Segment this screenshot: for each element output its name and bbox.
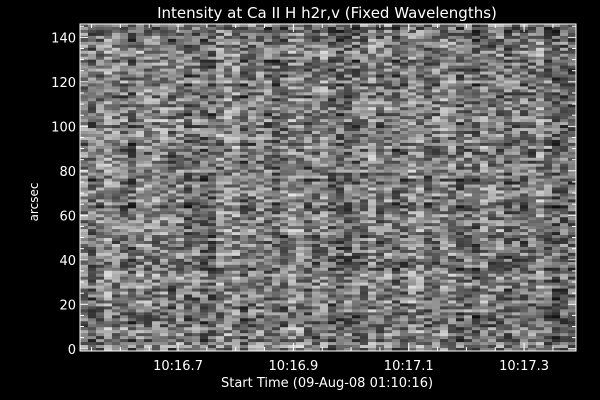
y-tick-label: 40	[59, 254, 76, 269]
chart-title: Intensity at Ca II H h2r,v (Fixed Wavele…	[157, 4, 497, 22]
y-tick-label: 100	[51, 120, 76, 135]
plot-frame	[79, 23, 577, 352]
y-axis-label: arcsec	[27, 183, 41, 222]
heatmap-image	[80, 24, 577, 352]
y-tick-label: 20	[59, 298, 76, 313]
y-tick-label: 60	[59, 209, 76, 224]
y-tick-label: 120	[51, 76, 76, 91]
y-tick-label: 140	[51, 31, 76, 46]
x-tick-label: 10:16.7	[153, 359, 203, 374]
y-axis: 0 20 40 60 80 100 120 140	[51, 25, 576, 358]
y-tick-label: 80	[59, 165, 76, 180]
y-tick-label: 0	[68, 343, 76, 358]
x-tick-label: 10:16.9	[268, 359, 318, 374]
x-axis: 10:16.7 10:16.9 10:17.1 10:17.3	[91, 24, 554, 374]
x-tick-label: 10:17.1	[384, 359, 434, 374]
x-axis-label: Start Time (09-Aug-08 01:10:16)	[221, 376, 433, 391]
x-tick-label: 10:17.3	[499, 359, 549, 374]
